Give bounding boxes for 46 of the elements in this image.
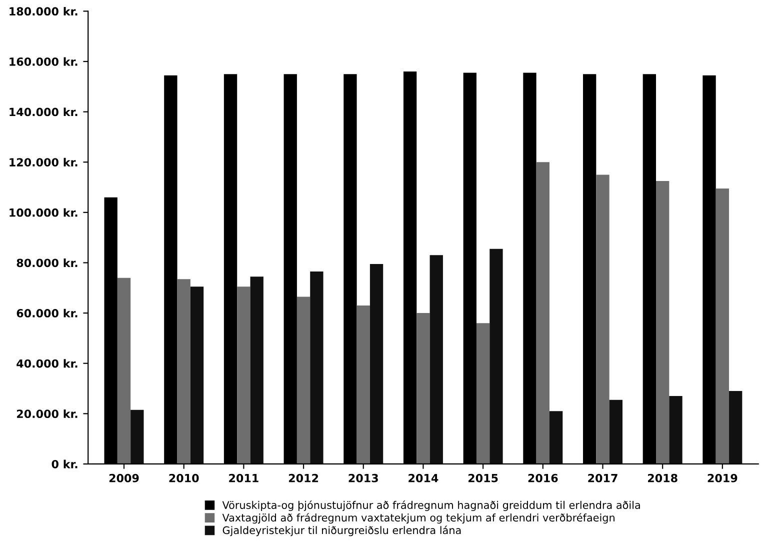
x-tick-label: 2014 — [408, 474, 438, 482]
bar — [656, 180, 670, 464]
bar — [177, 279, 190, 464]
bar — [237, 286, 250, 464]
y-tick-label: 160.000 kr. — [10, 57, 78, 66]
bar — [416, 313, 430, 464]
bar — [596, 174, 610, 464]
bar — [549, 411, 563, 464]
bar — [356, 305, 370, 464]
y-tick-label: 100.000 kr. — [10, 208, 78, 217]
y-tick-label: 60.000 kr. — [16, 308, 78, 318]
legend-label: Gjaldeyristekjur til niðurgreiðslu erlendra lána — [222, 526, 461, 536]
x-tick-label: 2012 — [288, 474, 318, 482]
bar — [669, 396, 682, 464]
bar — [296, 296, 310, 464]
y-tick-label: 40.000 kr. — [16, 359, 78, 368]
bar — [310, 272, 324, 464]
x-tick-label: 2019 — [708, 474, 738, 482]
bar — [729, 391, 742, 464]
legend-label: Vöruskipta-og þjónustujöfnur að frádregnum hagnaði greiddum til erlendra aðila — [222, 500, 640, 512]
bar — [430, 255, 443, 464]
bar — [609, 400, 622, 464]
bar — [716, 188, 730, 464]
bar — [190, 286, 204, 464]
legend-label: Vaxtagjöld að frádregnum vaxtatekjum og tekjum af erlendri verðbréfaeign — [222, 513, 614, 524]
bar — [370, 264, 384, 464]
x-tick-label: 2009 — [109, 474, 139, 482]
bar — [536, 162, 550, 464]
bar — [130, 410, 144, 464]
x-tick-label: 2013 — [348, 474, 378, 482]
x-tick-label: 2015 — [468, 474, 498, 482]
x-tick-label: 2018 — [648, 474, 678, 482]
bar — [490, 248, 503, 464]
y-tick-label: 80.000 kr. — [16, 258, 78, 268]
x-tick-label: 2010 — [169, 474, 199, 482]
y-tick-label: 140.000 kr. — [10, 108, 78, 116]
bar — [250, 276, 264, 464]
y-tick-label: 20.000 kr. — [17, 409, 78, 418]
x-tick-label: 2017 — [588, 474, 618, 482]
x-tick-label: 2011 — [229, 474, 258, 482]
y-tick-label: 0 kr. — [52, 460, 78, 468]
y-tick-label: 180.000 kr. — [10, 6, 78, 16]
bar — [117, 278, 131, 464]
x-tick-label: 2016 — [528, 474, 558, 482]
y-tick-label: 120.000 kr. — [10, 158, 78, 166]
bar — [476, 323, 490, 464]
